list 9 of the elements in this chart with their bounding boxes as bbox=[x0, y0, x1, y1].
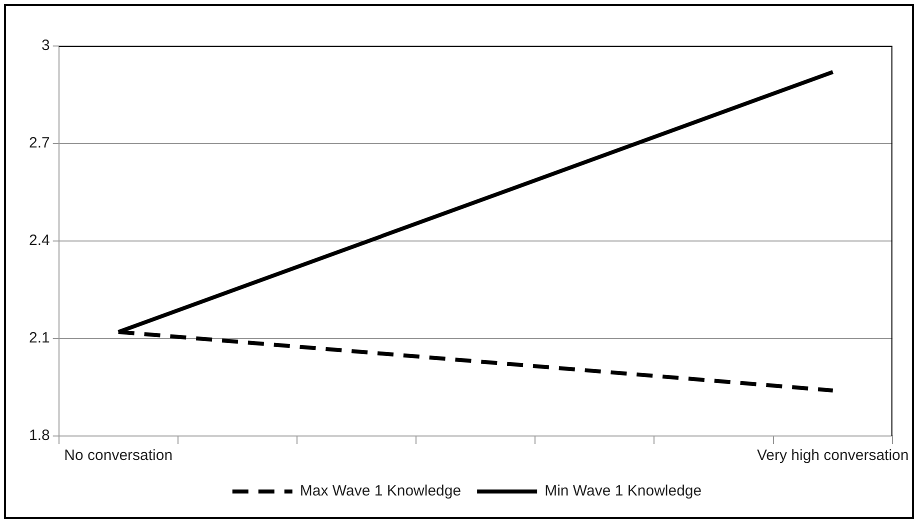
y-tick-label: 2.7 bbox=[28, 134, 50, 152]
x-tick-label: Very high conversation bbox=[756, 447, 909, 464]
y-tick-label: 2.1 bbox=[28, 330, 50, 347]
y-tick-label: 2.4 bbox=[28, 232, 50, 250]
y-tick-label: 1.8 bbox=[28, 427, 50, 444]
y-tick-label: 3 bbox=[42, 37, 50, 54]
x-tick-label: No conversation bbox=[64, 447, 173, 464]
legend-label: Max Wave 1 Knowledge bbox=[300, 482, 462, 500]
legend-label: Min Wave 1 Knowledge bbox=[544, 482, 702, 500]
